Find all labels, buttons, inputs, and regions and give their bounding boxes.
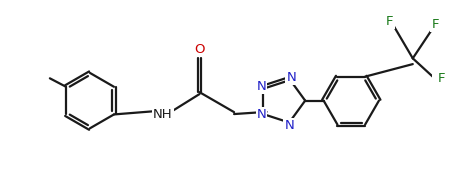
Text: N: N <box>284 119 294 132</box>
Text: N: N <box>257 80 266 93</box>
Text: NH: NH <box>153 108 173 120</box>
Text: F: F <box>438 72 446 85</box>
Text: N: N <box>257 108 266 121</box>
Text: F: F <box>386 15 394 27</box>
Text: N: N <box>287 71 296 84</box>
Text: O: O <box>194 43 205 56</box>
Text: F: F <box>431 18 439 31</box>
